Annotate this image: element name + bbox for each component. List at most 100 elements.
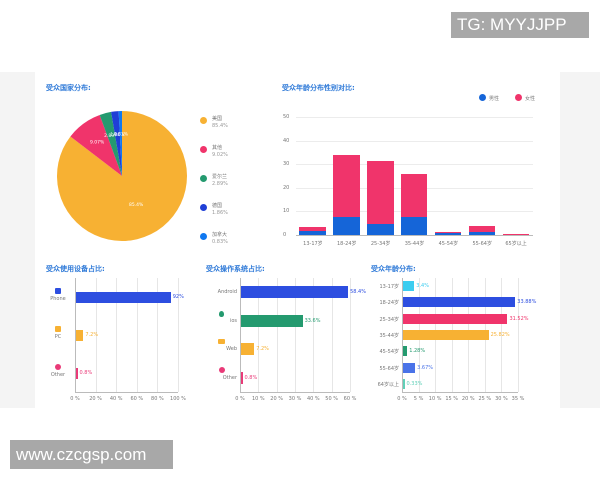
bar-value-label: 58.4% <box>350 289 366 296</box>
bar-value-label: 0.8% <box>79 370 93 376</box>
x-axis-line <box>402 392 518 393</box>
y-tick-label: 10 <box>283 208 290 215</box>
legend-country-percent: 1.86% <box>212 210 228 216</box>
x-tick-label: 18-24岁 <box>337 241 357 247</box>
legend-male-label: 男性 <box>489 96 500 102</box>
stacked-bar-female <box>299 226 326 232</box>
stacked-bar-male <box>468 232 496 235</box>
x-tick-label: 35-44岁 <box>404 241 425 247</box>
stacked-bar-female <box>367 160 394 225</box>
legend-country-percent: 9.02% <box>212 152 228 158</box>
legend-country-percent: 0.83% <box>212 239 228 245</box>
stacked-bar-male <box>502 234 529 235</box>
vertical-gridline <box>331 278 333 392</box>
pie-slice-2 <box>99 111 122 176</box>
legend-male-dot <box>479 94 486 101</box>
x-tick-label: 45-54岁 <box>438 241 459 247</box>
vertical-gridline <box>157 278 159 392</box>
legend-country-name: 加拿大 <box>212 232 228 238</box>
bar-value-label: 92% <box>172 294 184 300</box>
y-tick-label: 50 <box>283 114 290 120</box>
bar-13-17岁 <box>403 281 415 292</box>
stacked-bar-male <box>367 224 394 235</box>
x-tick-label: 10 % <box>428 396 442 402</box>
bar-55-64岁 <box>403 362 416 373</box>
legend-color-dot <box>200 175 207 182</box>
vertical-gridline <box>295 278 296 392</box>
x-tick-label: 25 % <box>478 396 492 402</box>
x-tick-label: 65岁以上 <box>505 241 527 247</box>
gridline <box>296 140 533 142</box>
x-tick-label: 50 % <box>325 396 338 402</box>
bar-value-label: 3.4% <box>416 283 429 290</box>
x-tick-label: 30 % <box>288 396 302 402</box>
legend-country-name: 其他 <box>212 145 223 151</box>
bar-pc <box>76 329 84 341</box>
gridline <box>296 117 533 118</box>
legend-country-percent: 85.4% <box>212 123 228 129</box>
vertical-gridline <box>350 278 351 392</box>
vertical-gridline <box>258 278 260 392</box>
x-tick-label: 40 % <box>109 396 123 402</box>
watermark-bottom: www.czcgsp.com <box>10 440 173 469</box>
category-label: 13-17岁 <box>379 284 399 291</box>
x-tick-label: 80 % <box>151 396 164 402</box>
vertical-gridline <box>276 278 278 392</box>
stacked-bar-female <box>434 231 462 233</box>
bar-value-label: 7.2% <box>85 332 99 338</box>
x-tick-label: 25-34岁 <box>370 241 391 247</box>
category-label: 35-44岁 <box>379 333 399 339</box>
bar-other <box>241 371 243 384</box>
x-tick-label: 35 % <box>511 396 525 402</box>
category-label: Web <box>226 346 237 353</box>
other-icon <box>55 364 61 370</box>
category-label: Android <box>217 289 237 296</box>
pie-slice-label: 85.4% <box>129 202 144 208</box>
vertical-gridline <box>313 278 315 392</box>
category-label: 55-64岁 <box>379 365 399 372</box>
legend-female-dot <box>515 94 522 101</box>
legend-color-dot <box>200 146 207 153</box>
gridline <box>296 164 533 166</box>
x-tick-label: 0 % <box>70 396 80 402</box>
x-tick-label: 20 % <box>461 396 475 402</box>
bar-45-54岁 <box>403 346 408 357</box>
country-pie-chart: 85.4% 9.07%2.89%1.86%0.83% <box>56 111 187 241</box>
bar-value-label: 31.52% <box>509 315 529 322</box>
x-tick-label: 5 % <box>413 396 424 402</box>
y-tick-label: 20 <box>283 184 290 191</box>
stacked-bar-female <box>333 154 360 218</box>
pie-slice-label: 9.07% <box>90 140 105 146</box>
pc-icon <box>55 326 61 332</box>
x-tick-label: 0 % <box>235 396 245 402</box>
bar-value-label: 25.82% <box>490 332 510 338</box>
bar-value-label: 0.8% <box>244 374 258 381</box>
x-tick-label: 15 % <box>445 396 459 402</box>
y-tick-label: 40 <box>283 137 290 144</box>
legend-country-name: 德国 <box>212 203 223 209</box>
category-label: 64岁以上 <box>377 381 399 388</box>
pie-slice-1 <box>70 114 122 176</box>
vertical-gridline <box>518 278 519 392</box>
gender-chart-title: 受众年龄分布性别对比: <box>282 84 355 92</box>
category-label: PC <box>54 334 62 340</box>
x-tick-label: 55-64岁 <box>472 241 492 247</box>
pie-slice-label: 0.83% <box>114 132 129 138</box>
legend-color-dot <box>200 117 207 124</box>
bar-web <box>241 343 255 356</box>
x-tick-label: 20 % <box>89 396 102 402</box>
bar-android <box>241 286 349 299</box>
category-label: Other <box>222 374 237 381</box>
bar-value-label: 3.67% <box>417 364 434 371</box>
x-axis-line <box>240 392 350 393</box>
bar-35-44岁 <box>403 330 489 340</box>
bar-other <box>76 367 78 379</box>
legend-female-label: 女性 <box>525 96 536 102</box>
x-tick-label: 30 % <box>495 396 508 402</box>
web-icon <box>218 339 225 344</box>
device-chart-title: 受众使用设备占比: <box>46 265 105 273</box>
y-axis-line <box>75 278 76 392</box>
phone-icon <box>55 288 61 294</box>
x-tick-label: 10 % <box>251 396 265 402</box>
legend-color-dot <box>200 233 207 240</box>
